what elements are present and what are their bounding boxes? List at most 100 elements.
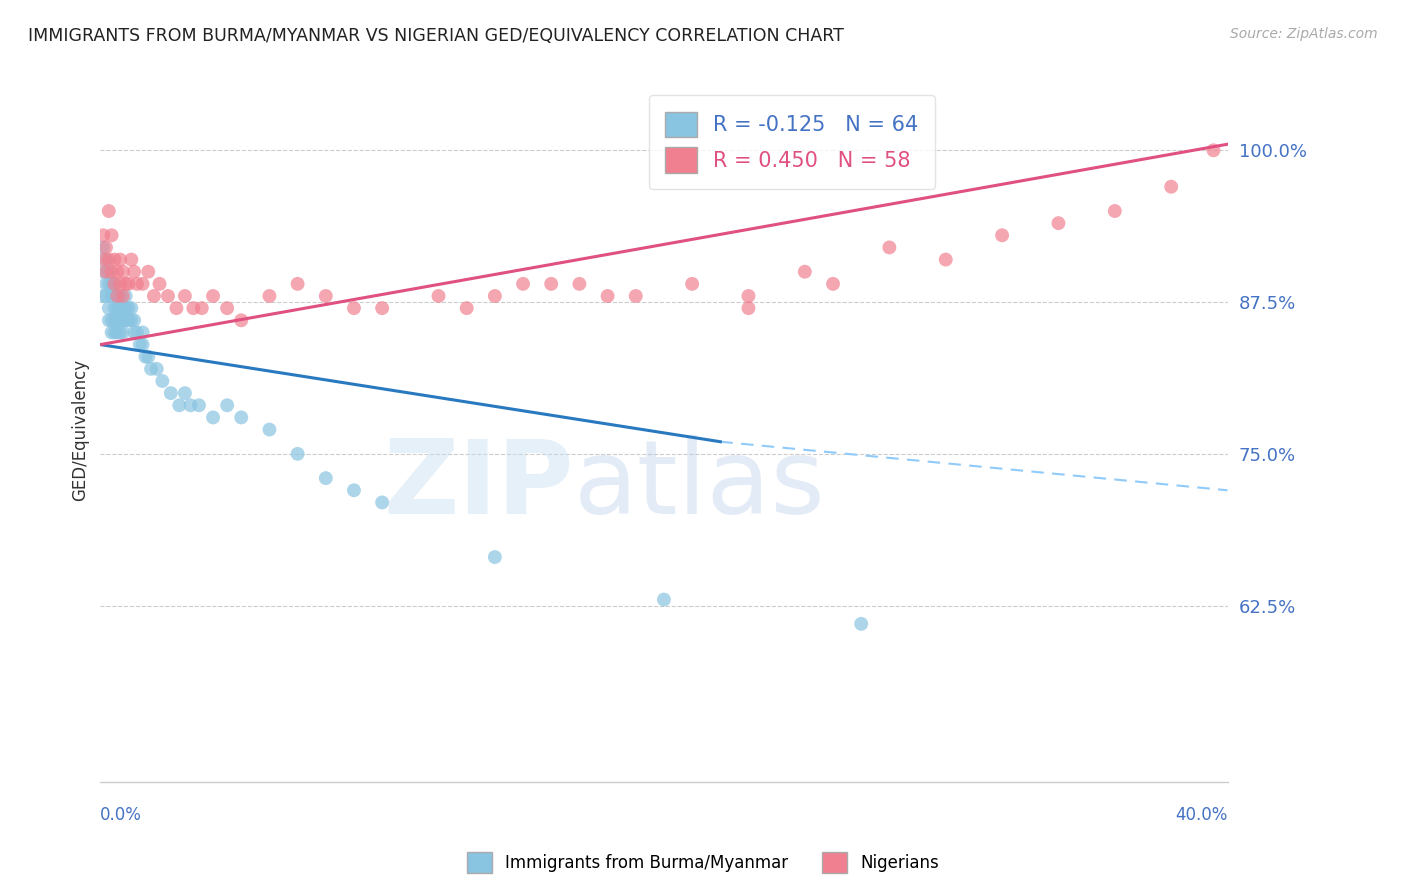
Point <box>371 301 394 315</box>
Point <box>540 277 562 291</box>
Point <box>108 277 131 291</box>
Point <box>259 423 281 437</box>
Point <box>134 350 156 364</box>
Point <box>94 240 117 254</box>
Point <box>174 386 197 401</box>
Point <box>148 277 170 291</box>
Point <box>879 240 901 254</box>
Text: 0.0%: 0.0% <box>100 806 142 824</box>
Point <box>484 550 506 565</box>
Point <box>117 301 139 315</box>
Point <box>139 362 162 376</box>
Point <box>97 265 120 279</box>
Point <box>100 277 122 291</box>
Point <box>427 289 450 303</box>
Point <box>136 350 159 364</box>
Point <box>91 289 114 303</box>
Point <box>103 326 125 340</box>
Point <box>180 398 202 412</box>
Point <box>131 277 153 291</box>
Point <box>793 265 815 279</box>
Point <box>114 313 136 327</box>
Legend: Immigrants from Burma/Myanmar, Nigerians: Immigrants from Burma/Myanmar, Nigerians <box>460 846 946 880</box>
Point <box>108 301 131 315</box>
Point <box>114 289 136 303</box>
Point <box>117 277 139 291</box>
Point <box>737 301 759 315</box>
Point <box>145 362 167 376</box>
Point <box>94 265 117 279</box>
Legend: R = -0.125   N = 64, R = 0.450   N = 58: R = -0.125 N = 64, R = 0.450 N = 58 <box>648 95 935 189</box>
Point <box>287 447 309 461</box>
Point <box>343 483 366 498</box>
Point <box>91 252 114 267</box>
Point <box>105 289 128 303</box>
Point <box>117 313 139 327</box>
Point <box>103 277 125 291</box>
Point <box>371 495 394 509</box>
Point <box>91 240 114 254</box>
Point <box>217 301 239 315</box>
Point <box>202 410 225 425</box>
Point <box>108 252 131 267</box>
Point <box>183 301 205 315</box>
Point <box>103 313 125 327</box>
Point <box>103 301 125 315</box>
Point <box>105 265 128 279</box>
Point <box>111 313 134 327</box>
Text: ZIP: ZIP <box>384 435 574 536</box>
Point <box>97 313 120 327</box>
Point <box>97 252 120 267</box>
Point <box>737 289 759 303</box>
Point <box>851 616 873 631</box>
Point <box>105 301 128 315</box>
Point <box>484 289 506 303</box>
Point <box>188 398 211 412</box>
Point <box>1160 179 1182 194</box>
Y-axis label: GED/Equivalency: GED/Equivalency <box>72 359 89 500</box>
Point <box>165 301 187 315</box>
Point <box>131 337 153 351</box>
Point <box>100 289 122 303</box>
Point <box>105 289 128 303</box>
Point <box>120 252 142 267</box>
Point <box>97 277 120 291</box>
Point <box>568 277 591 291</box>
Point <box>100 326 122 340</box>
Point <box>125 326 148 340</box>
Point <box>103 277 125 291</box>
Point <box>624 289 647 303</box>
Text: IMMIGRANTS FROM BURMA/MYANMAR VS NIGERIAN GED/EQUIVALENCY CORRELATION CHART: IMMIGRANTS FROM BURMA/MYANMAR VS NIGERIA… <box>28 27 844 45</box>
Point <box>114 277 136 291</box>
Point <box>108 313 131 327</box>
Point <box>159 386 181 401</box>
Point <box>94 289 117 303</box>
Point <box>821 277 844 291</box>
Point <box>94 252 117 267</box>
Point <box>596 289 619 303</box>
Point <box>1104 204 1126 219</box>
Point <box>315 289 337 303</box>
Point <box>652 592 675 607</box>
Point <box>108 326 131 340</box>
Point <box>259 289 281 303</box>
Point <box>125 277 148 291</box>
Point <box>935 252 957 267</box>
Point <box>111 265 134 279</box>
Point <box>122 313 145 327</box>
Text: 40.0%: 40.0% <box>1175 806 1227 824</box>
Point <box>97 301 120 315</box>
Point <box>191 301 214 315</box>
Point <box>156 289 179 303</box>
Point <box>122 326 145 340</box>
Point <box>315 471 337 485</box>
Point <box>91 265 114 279</box>
Point <box>100 228 122 243</box>
Point <box>142 289 165 303</box>
Point <box>456 301 478 315</box>
Point <box>1047 216 1070 230</box>
Point <box>91 228 114 243</box>
Point <box>174 289 197 303</box>
Point <box>343 301 366 315</box>
Point <box>120 313 142 327</box>
